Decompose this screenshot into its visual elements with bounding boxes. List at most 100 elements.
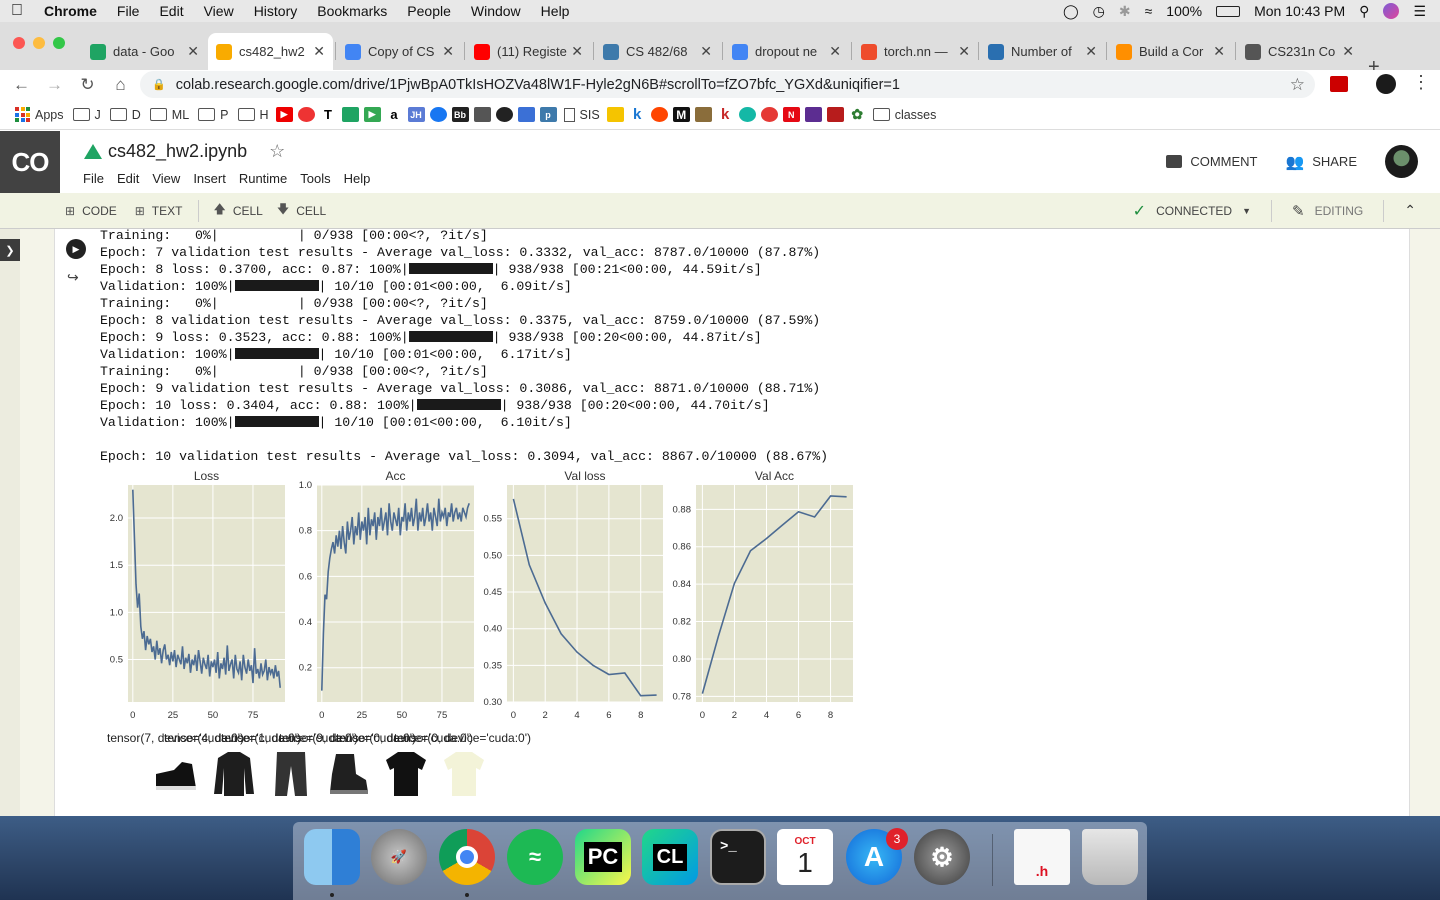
netflix-icon[interactable]: N bbox=[782, 107, 800, 122]
close-tab-icon[interactable]: ✕ bbox=[571, 43, 583, 59]
chrome-menu-icon[interactable]: ⋮ bbox=[1412, 72, 1430, 92]
box-icon[interactable] bbox=[694, 107, 712, 122]
url-text[interactable]: colab.research.google.com/drive/1PjwBpA0… bbox=[175, 76, 900, 93]
extension-icon[interactable] bbox=[1330, 76, 1348, 92]
chevron-down-icon[interactable]: ▼ bbox=[1242, 205, 1252, 216]
messenger-icon[interactable] bbox=[429, 107, 447, 122]
browser-tab[interactable]: torch.nn — ✕ bbox=[853, 33, 978, 70]
run-cell-button[interactable]: ▶ bbox=[66, 239, 86, 259]
share-button[interactable]: 👥 SHARE bbox=[1286, 153, 1357, 171]
minimize-window-button[interactable] bbox=[33, 37, 45, 49]
browser-tab[interactable]: cs482_hw2 ✕ bbox=[208, 33, 333, 70]
expand-sidebar-button[interactable]: ❯ bbox=[0, 239, 20, 261]
qr-icon[interactable] bbox=[473, 107, 491, 122]
colab-logo[interactable]: CO bbox=[0, 131, 60, 193]
launchpad-icon[interactable]: 🚀 bbox=[371, 829, 427, 885]
pycharm-icon[interactable]: PC bbox=[575, 829, 631, 885]
browser-tab[interactable]: CS231n Co ✕ bbox=[1237, 33, 1362, 70]
amazon-icon[interactable]: a bbox=[385, 107, 403, 122]
menu-runtime[interactable]: Runtime bbox=[238, 171, 288, 186]
bookmark-apps[interactable]: Apps bbox=[13, 107, 66, 122]
star-icon[interactable]: ☆ bbox=[269, 141, 286, 161]
close-tab-icon[interactable]: ✕ bbox=[187, 43, 199, 59]
notification-center-icon[interactable]: ☰ bbox=[1413, 2, 1426, 19]
move-cell-up-button[interactable]: 🡅 CELL bbox=[213, 200, 262, 221]
clion-icon[interactable]: CL bbox=[642, 829, 698, 885]
zoom-window-button[interactable] bbox=[53, 37, 65, 49]
close-tab-icon[interactable]: ✕ bbox=[442, 43, 454, 59]
new-tab-button[interactable]: + bbox=[1368, 56, 1380, 78]
google-play-icon[interactable]: ▶ bbox=[363, 107, 381, 122]
calendar-icon[interactable]: OCT 1 bbox=[777, 829, 833, 885]
profile-avatar-icon[interactable] bbox=[1376, 74, 1396, 94]
file-icon[interactable]: .h bbox=[1014, 829, 1070, 885]
pocket-icon[interactable] bbox=[517, 107, 535, 122]
bookmark-folder-d[interactable]: D bbox=[108, 108, 143, 122]
menu-chrome[interactable]: Chrome bbox=[44, 3, 97, 19]
bookmark-site-icon[interactable] bbox=[738, 107, 756, 122]
avatar[interactable] bbox=[1385, 145, 1418, 178]
k-site-icon[interactable]: k bbox=[628, 106, 646, 123]
bookmark-folder-ml[interactable]: ML bbox=[148, 108, 191, 122]
close-tab-icon[interactable]: ✕ bbox=[1213, 43, 1225, 59]
time-machine-icon[interactable]: ◷ bbox=[1092, 2, 1105, 19]
finder-icon[interactable] bbox=[304, 829, 360, 885]
browser-tab[interactable]: dropout ne ✕ bbox=[724, 33, 849, 70]
bookmark-folder-p[interactable]: P bbox=[196, 108, 230, 122]
sync-icon[interactable]: ◯ bbox=[1062, 2, 1079, 19]
move-cell-down-button[interactable]: 🡇 CELL bbox=[277, 200, 326, 221]
trash-icon[interactable] bbox=[1082, 829, 1138, 885]
github-icon[interactable] bbox=[495, 107, 513, 122]
battery-percent[interactable]: 100% bbox=[1166, 3, 1203, 19]
browser-tab[interactable]: (11) Registe ✕ bbox=[466, 33, 591, 70]
clock[interactable]: Mon 10:43 PM bbox=[1254, 3, 1346, 19]
bookmark-site-icon[interactable] bbox=[826, 107, 844, 122]
battery-icon[interactable] bbox=[1216, 5, 1241, 17]
menu-insert[interactable]: Insert bbox=[193, 171, 226, 186]
menu-help[interactable]: Help bbox=[343, 171, 371, 186]
bookmark-folder-h[interactable]: H bbox=[236, 108, 271, 122]
address-bar[interactable]: 🔒 colab.research.google.com/drive/1PjwBp… bbox=[140, 71, 1315, 98]
browser-tab[interactable]: data - Goo ✕ bbox=[82, 33, 207, 70]
siri-icon[interactable] bbox=[1383, 3, 1400, 19]
lock-icon[interactable]: 🔒 bbox=[152, 79, 166, 91]
close-window-button[interactable] bbox=[13, 37, 25, 49]
menu-file[interactable]: File bbox=[83, 171, 104, 186]
browser-tab[interactable]: Number of ✕ bbox=[980, 33, 1105, 70]
reddit-icon[interactable] bbox=[650, 107, 668, 122]
connected-status[interactable]: CONNECTED bbox=[1156, 203, 1233, 218]
editing-mode[interactable]: EDITING bbox=[1314, 203, 1364, 218]
menu-window[interactable]: Window bbox=[470, 3, 521, 19]
spotify-icon[interactable]: ≈ bbox=[507, 829, 563, 885]
close-tab-icon[interactable]: ✕ bbox=[1085, 43, 1097, 59]
onenote-icon[interactable] bbox=[804, 107, 822, 122]
medium-icon[interactable]: M bbox=[672, 107, 690, 122]
browser-tab[interactable]: CS 482/68 ✕ bbox=[595, 33, 720, 70]
bookmark-site-icon[interactable] bbox=[606, 107, 624, 122]
nytimes-icon[interactable]: T bbox=[319, 107, 337, 122]
terminal-icon[interactable]: >_ bbox=[710, 829, 766, 885]
k-site-icon[interactable]: k bbox=[716, 106, 734, 123]
output-options-icon[interactable]: ↪ bbox=[67, 269, 79, 285]
menu-file[interactable]: File bbox=[116, 3, 140, 19]
blackboard-icon[interactable]: Bb bbox=[451, 107, 469, 122]
close-tab-icon[interactable]: ✕ bbox=[313, 43, 325, 59]
forward-arrow-icon[interactable]: → bbox=[46, 75, 63, 94]
bookmark-sis[interactable]: SIS bbox=[562, 107, 602, 122]
add-text-button[interactable]: ⊞ TEXT bbox=[135, 204, 183, 218]
add-code-button[interactable]: ⊞ CODE bbox=[65, 204, 117, 218]
chevron-up-icon[interactable]: ⌃ bbox=[1404, 202, 1416, 218]
menu-view[interactable]: View bbox=[203, 3, 234, 19]
spotlight-search-icon[interactable]: ⚲ bbox=[1359, 2, 1370, 19]
apple-icon[interactable]:  bbox=[0, 2, 34, 20]
jupyterhub-icon[interactable]: JH bbox=[407, 107, 425, 122]
browser-tab[interactable]: Copy of CS ✕ bbox=[337, 33, 462, 70]
back-arrow-icon[interactable]: ← bbox=[13, 75, 30, 94]
reload-icon[interactable]: ↻ bbox=[80, 75, 95, 94]
menu-view[interactable]: View bbox=[152, 171, 181, 186]
home-icon[interactable]: ⌂ bbox=[115, 75, 126, 94]
browser-tab[interactable]: Build a Cor ✕ bbox=[1108, 33, 1233, 70]
menu-people[interactable]: People bbox=[407, 3, 451, 19]
menu-history[interactable]: History bbox=[253, 3, 298, 19]
chrome-icon[interactable] bbox=[439, 829, 495, 885]
